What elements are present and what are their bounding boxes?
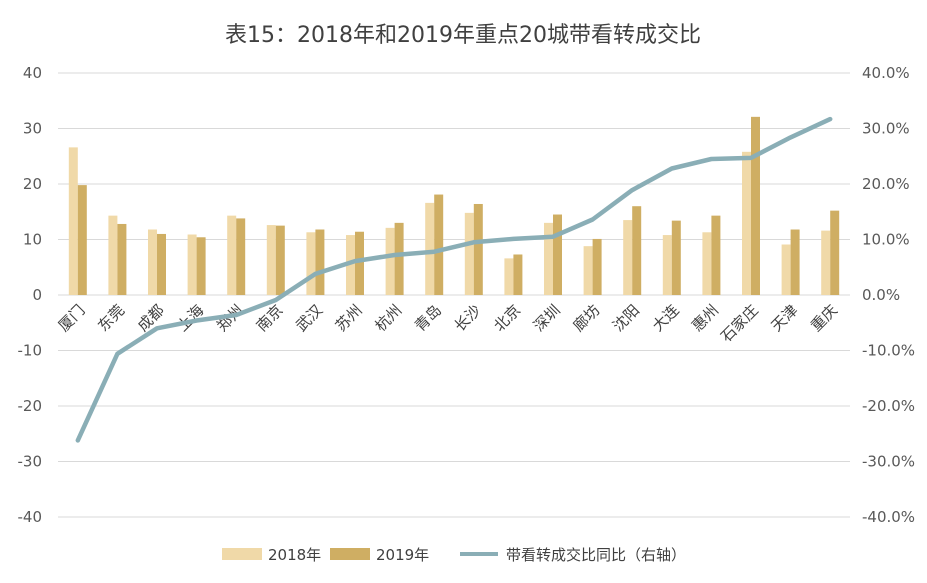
bar-2018 (108, 215, 118, 295)
bar-2018 (781, 244, 791, 295)
bar-2019 (275, 225, 285, 295)
bar-2019 (196, 237, 206, 295)
left-tick-label: 10 (23, 231, 42, 249)
bar-2019 (751, 116, 760, 295)
category-label: 武汉 (292, 301, 326, 335)
bar-2018 (425, 202, 435, 295)
bar-2019 (315, 229, 325, 295)
right-tick-label: 40.0% (862, 64, 910, 82)
right-tick-label: -30.0% (862, 453, 915, 471)
category-label: 沈阳 (609, 301, 643, 335)
category-label: 廊坊 (569, 301, 603, 335)
category-label: 重庆 (807, 301, 841, 335)
category-label: 天津 (767, 301, 801, 335)
legend-swatch-2018 (222, 548, 262, 560)
left-tick-label: -20 (18, 397, 43, 415)
bar-2019 (473, 203, 483, 295)
category-label: 青岛 (411, 301, 445, 335)
bar-2019 (711, 215, 721, 295)
bar-2018 (148, 229, 157, 295)
bar-2019 (117, 223, 127, 295)
legend-label-2018: 2018年 (268, 546, 321, 564)
bar-2018 (227, 215, 237, 295)
bar-2018 (662, 235, 672, 295)
right-tick-label: -20.0% (862, 397, 915, 415)
left-tick-label: -40 (18, 508, 43, 526)
bar-2018 (504, 258, 514, 295)
bar-2019 (790, 229, 800, 295)
right-tick-label: 10.0% (862, 231, 910, 249)
category-label: 长沙 (451, 301, 485, 335)
bar-2019 (830, 210, 840, 295)
bar-2019 (632, 206, 642, 295)
category-label: 杭州 (371, 301, 405, 335)
left-tick-label: 40 (23, 64, 42, 82)
bar-2019 (355, 231, 364, 295)
left-tick-label: -10 (18, 342, 43, 360)
left-tick-label: 30 (23, 120, 42, 138)
category-label: 北京 (490, 301, 524, 335)
left-tick-label: 0 (32, 286, 42, 304)
right-tick-label: -40.0% (862, 508, 915, 526)
bar-2018 (702, 232, 712, 295)
category-label: 厦门 (55, 301, 89, 335)
right-tick-label: 20.0% (862, 175, 910, 193)
bar-2019 (592, 238, 602, 295)
category-label: 大连 (649, 301, 683, 335)
category-label: 惠州 (688, 301, 722, 335)
bar-2019 (77, 185, 87, 295)
chart-title: 表15：2018年和2019年重点20城带看转成交比 (225, 23, 701, 48)
bar-2019 (157, 233, 166, 295)
left-axis: -40 -30 -20 -10 0 10 20 30 40 (18, 64, 43, 526)
left-tick-label: -30 (18, 453, 43, 471)
bar-2019 (394, 222, 404, 295)
right-tick-label: -10.0% (862, 342, 915, 360)
category-label: 苏州 (332, 301, 366, 335)
right-tick-label: 0.0% (862, 286, 900, 304)
bar-2018 (544, 222, 553, 295)
gridlines (58, 72, 850, 518)
bar-2018 (187, 234, 197, 295)
left-tick-label: 20 (23, 175, 42, 193)
bar-2019 (553, 214, 562, 295)
right-axis: -40.0% -30.0% -20.0% -10.0% 0.0% 10.0% 20.0% 30… (862, 64, 915, 526)
bar-2019 (236, 218, 246, 295)
bar-2019 (513, 254, 523, 295)
bars (68, 116, 840, 295)
right-tick-label: 30.0% (862, 120, 910, 138)
legend-label-2019: 2019年 (376, 546, 429, 564)
bar-2018 (464, 212, 474, 295)
legend-label-yoy: 带看转成交比同比（右轴） (506, 546, 686, 564)
bar-2019 (671, 220, 681, 295)
bar-2018 (742, 151, 751, 295)
bar-2018 (306, 232, 316, 295)
legend-swatch-2019 (330, 548, 370, 560)
bar-2018 (583, 246, 593, 295)
category-label: 东莞 (94, 301, 128, 335)
bar-2018 (68, 147, 78, 295)
bar-2018 (266, 225, 276, 295)
bar-2018 (346, 235, 355, 295)
legend: 2018年 2019年 带看转成交比同比（右轴） (222, 546, 686, 564)
bar-2019 (434, 194, 444, 295)
yoy-line-path (75, 116, 833, 443)
bar-2018 (385, 227, 395, 295)
bar-2018 (821, 230, 831, 295)
category-label: 深圳 (530, 301, 564, 335)
yoy-line (75, 116, 833, 443)
category-label: 石家庄 (717, 301, 762, 346)
bar-2018 (623, 220, 633, 295)
